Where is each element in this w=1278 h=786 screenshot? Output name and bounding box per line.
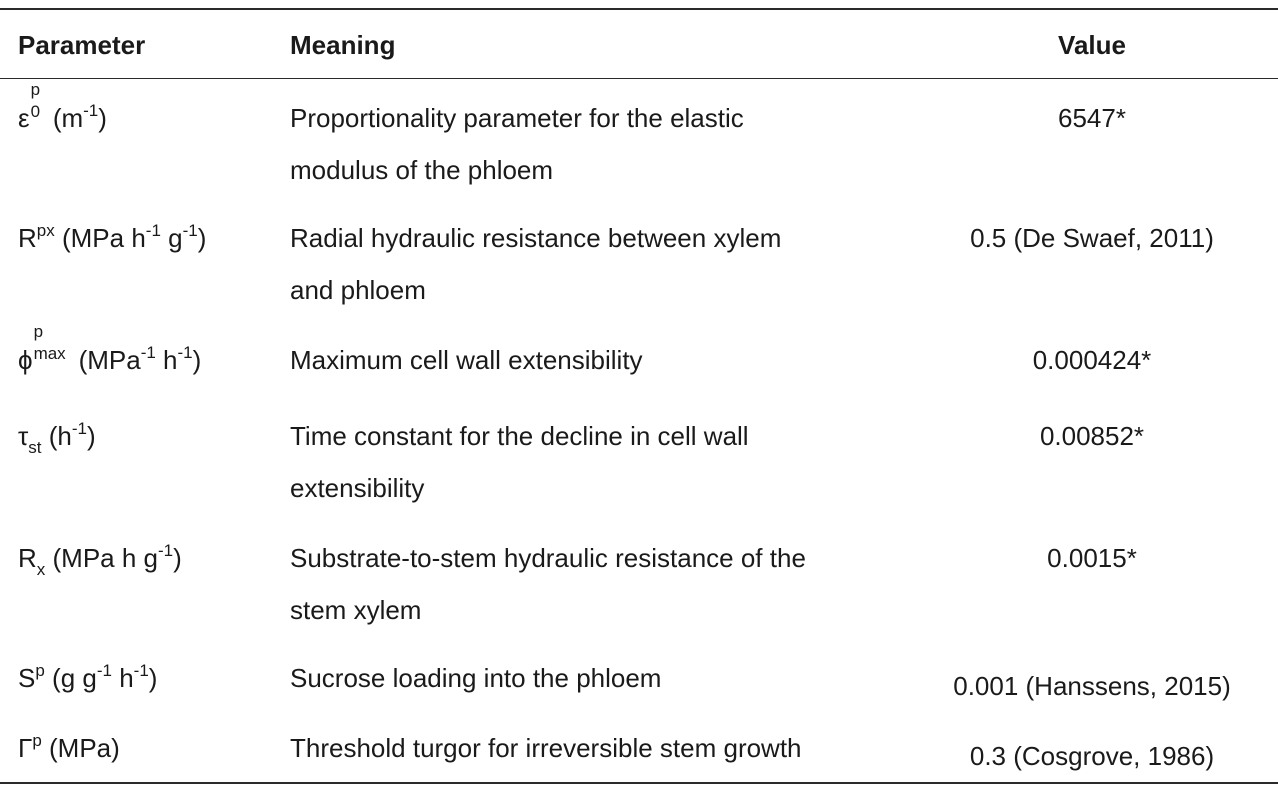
parameter-symbol: Rpx (MPa h-1 g-1) — [18, 221, 207, 253]
header-meaning: Meaning — [290, 30, 396, 60]
parameter-meaning: Threshold turgor for irreversible stem g… — [290, 733, 802, 763]
parameter-symbol: ϕ p max (MPa-1 h-1) — [18, 322, 202, 375]
header-value: Value — [1058, 30, 1126, 60]
parameter-value: 0.0015* — [1047, 543, 1137, 573]
parameter-meaning: Sucrose loading into the phloem — [290, 663, 662, 693]
parameter-symbol: Sp (g g-1 h-1) — [18, 661, 158, 693]
parameter-symbol: τst (h-1) — [18, 419, 96, 457]
parameter-symbol: Γp (MPa) — [18, 731, 120, 763]
table-bottom-rule — [0, 782, 1278, 784]
parameter-value: 0.5 (De Swaef, 2011) — [970, 223, 1214, 253]
parameter-meaning: Proportionality parameter for the elasti… — [290, 103, 744, 185]
parameter-value: 0.00852* — [1039, 421, 1145, 451]
parameter-meaning: Radial hydraulic resistance between xyle… — [290, 223, 782, 305]
parameter-meaning: Maximum cell wall extensibility — [290, 345, 643, 375]
parameter-symbol: Rx (MPa h g-1) — [18, 541, 182, 579]
parameter-value: 0.000424* — [1032, 345, 1152, 375]
parameter-meaning: Substrate-to-stem hydraulic resistance o… — [290, 543, 806, 625]
parameter-value: 0.001 (Hanssens, 2015) — [953, 671, 1231, 701]
parameter-meaning: Time constant for the decline in cell wa… — [290, 421, 749, 503]
header-parameter: Parameter — [18, 30, 146, 60]
parameter-value: 6547* — [1058, 103, 1126, 133]
table-header-rule — [0, 78, 1278, 79]
table-top-rule — [0, 8, 1278, 10]
parameter-value: 0.3 (Cosgrove, 1986) — [969, 741, 1215, 771]
